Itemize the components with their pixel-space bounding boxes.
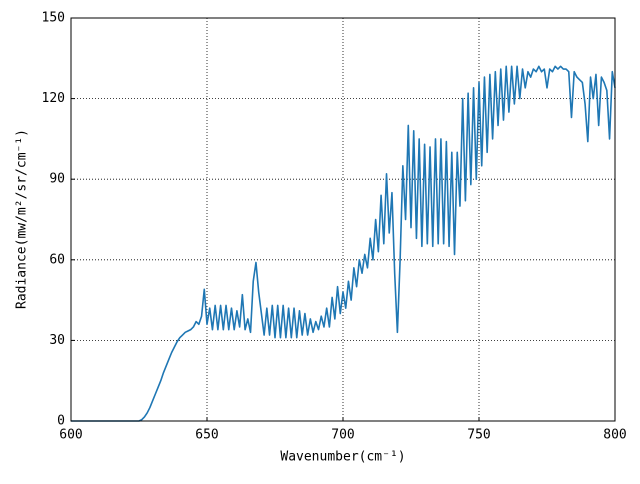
x-tick-label: 750 — [467, 428, 490, 443]
x-tick-label: 800 — [603, 428, 626, 443]
y-tick-label: 30 — [49, 333, 65, 348]
plot-frame — [70, 17, 616, 422]
data-line — [71, 65, 616, 422]
y-tick-label: 120 — [42, 91, 65, 106]
x-axis-label: Wavenumber(cm⁻¹) — [280, 450, 405, 465]
y-axis-label: Radiance(mw/m²/sr/cm⁻¹) — [15, 129, 30, 309]
x-tick-label: 600 — [59, 428, 82, 443]
x-tick-label: 700 — [331, 428, 354, 443]
y-tick-label: 90 — [49, 172, 65, 187]
x-tick-label: 650 — [195, 428, 218, 443]
y-tick-label: 150 — [42, 11, 65, 26]
y-tick-label: 60 — [49, 252, 65, 267]
y-tick-label: 0 — [57, 414, 65, 429]
